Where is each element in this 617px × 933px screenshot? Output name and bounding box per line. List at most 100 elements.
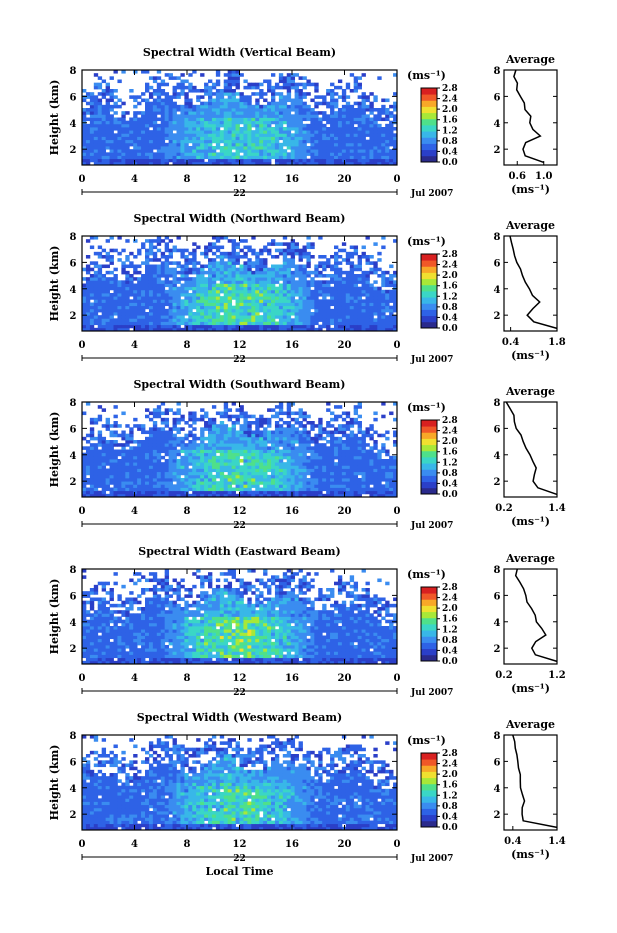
heatmap-cell	[299, 280, 303, 284]
heatmap-cell	[165, 312, 169, 316]
heatmap-cell	[381, 156, 385, 160]
heatmap-cell	[173, 92, 177, 96]
heatmap-cell	[232, 102, 236, 106]
heatmap-cell	[82, 318, 86, 322]
heatmap-cell	[326, 152, 330, 156]
heatmap-cell	[102, 146, 106, 150]
heatmap-cell	[255, 287, 259, 291]
heatmap-cell	[377, 156, 381, 160]
heatmap-cell	[161, 312, 165, 316]
colorbar-tick-label: 2.0	[442, 271, 458, 281]
heatmap-cell	[94, 102, 98, 106]
heatmap-cell	[385, 108, 389, 112]
heatmap-cell	[338, 80, 342, 84]
heatmap-cell	[350, 118, 354, 122]
heatmap-cell	[247, 149, 251, 153]
heatmap-cell	[212, 478, 216, 482]
heatmap-cell	[94, 443, 98, 447]
heatmap-cell	[180, 105, 184, 109]
heatmap-cell	[263, 431, 267, 435]
heatmap-cell	[212, 121, 216, 125]
heatmap-cell	[306, 274, 310, 278]
heatmap-cell	[369, 133, 373, 137]
heatmap-cell	[279, 102, 283, 106]
colorbar-segment	[421, 147, 437, 150]
heatmap-cell	[161, 271, 165, 275]
heatmap-cell	[114, 284, 118, 288]
heatmap-cell	[251, 312, 255, 316]
heatmap-cell	[346, 303, 350, 307]
heatmap-cell	[362, 271, 366, 275]
heatmap-cell	[102, 80, 106, 84]
heatmap-cell	[192, 143, 196, 147]
heatmap-cell	[220, 284, 224, 288]
heatmap-cell	[208, 325, 212, 329]
heatmap-cell	[133, 290, 137, 294]
heatmap-cell	[106, 315, 110, 319]
heatmap-cell	[243, 95, 247, 99]
heatmap-cell	[240, 137, 244, 141]
heatmap-cell	[287, 83, 291, 87]
heatmap-cell	[334, 261, 338, 265]
heatmap-cell	[177, 277, 181, 281]
colorbar-tick-label: 1.2	[442, 126, 458, 136]
heatmap-cell	[196, 296, 200, 300]
heatmap-cell	[303, 105, 307, 109]
heatmap-cell	[267, 271, 271, 275]
heatmap-cell	[90, 114, 94, 118]
colorbar-segment	[421, 88, 437, 91]
heatmap-cell	[177, 290, 181, 294]
heatmap-cell	[149, 459, 153, 463]
heatmap-cell	[373, 95, 377, 99]
heatmap-cell	[125, 309, 129, 313]
heatmap-cell	[173, 95, 177, 99]
heatmap-cell	[137, 137, 141, 141]
heatmap-cell	[200, 475, 204, 479]
heatmap-cell	[184, 149, 188, 153]
heatmap-cell	[114, 309, 118, 313]
heatmap-cell	[275, 274, 279, 278]
heatmap-cell	[110, 475, 114, 479]
heatmap-cell	[220, 258, 224, 262]
heatmap-cell	[275, 491, 279, 495]
heatmap-cell	[255, 143, 259, 147]
heatmap-cell	[334, 309, 338, 313]
heatmap-cell	[121, 121, 125, 125]
heatmap-cell	[267, 312, 271, 316]
heatmap-cell	[247, 450, 251, 454]
heatmap-cell	[295, 105, 299, 109]
heatmap-cell	[350, 325, 354, 329]
heatmap-cell	[303, 274, 307, 278]
heatmap-cell	[192, 481, 196, 485]
heatmap-cell	[165, 159, 169, 163]
heatmap-cell	[133, 484, 137, 488]
heatmap-cell	[145, 456, 149, 460]
heatmap-cell	[299, 303, 303, 307]
heatmap-cell	[236, 146, 240, 150]
heatmap-cell	[267, 322, 271, 326]
heatmap-cell	[259, 159, 263, 163]
heatmap-cell	[157, 475, 161, 479]
heatmap-cell	[153, 124, 157, 128]
heatmap-cell	[236, 481, 240, 485]
heatmap-cell	[208, 99, 212, 103]
colorbar-unit: (ms⁻¹)	[407, 235, 446, 248]
heatmap-cell	[279, 249, 283, 253]
heatmap-cell	[322, 293, 326, 297]
heatmap-cell	[114, 472, 118, 476]
heatmap-cell	[212, 434, 216, 438]
heatmap-cell	[295, 156, 299, 160]
heatmap-cell	[334, 92, 338, 96]
heatmap-cell	[389, 274, 393, 278]
heatmap-cell	[236, 421, 240, 425]
heatmap-cell	[362, 146, 366, 150]
heatmap-cell	[125, 456, 129, 460]
heatmap-cell	[232, 118, 236, 122]
heatmap-cell	[263, 249, 267, 253]
heatmap-cell	[271, 255, 275, 259]
heatmap-cell	[247, 484, 251, 488]
heatmap-cell	[263, 309, 267, 313]
heatmap-cell	[291, 287, 295, 291]
heatmap-cell	[133, 318, 137, 322]
heatmap-cell	[137, 472, 141, 476]
